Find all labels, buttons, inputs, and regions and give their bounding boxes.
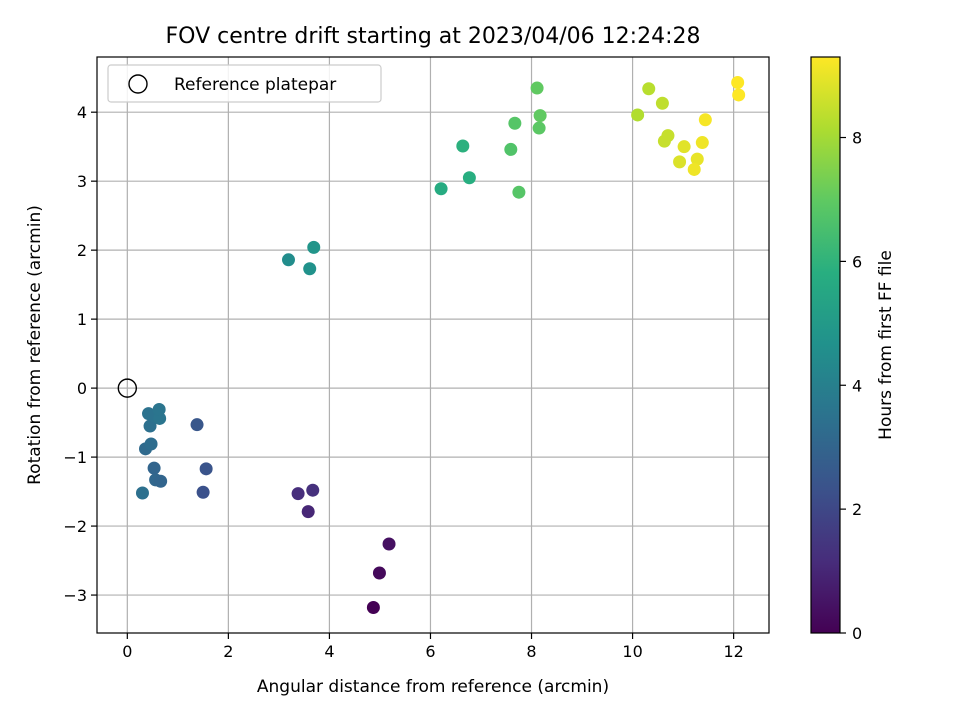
y-tick-label: 4 [77, 103, 87, 122]
grid-lines [97, 57, 769, 633]
y-tick-label: 3 [77, 172, 87, 191]
y-tick-label: −2 [63, 517, 87, 536]
data-point [677, 140, 691, 154]
x-tick-label: 8 [526, 642, 536, 661]
data-point [306, 483, 320, 497]
data-point [456, 139, 470, 153]
x-tick-label: 4 [324, 642, 334, 661]
data-point [533, 109, 547, 123]
data-point [303, 262, 317, 276]
colorbar-ticks: 0 2 4 6 8 [840, 129, 862, 643]
data-point [301, 505, 315, 519]
y-axis-label: Rotation from reference (arcmin) [25, 205, 45, 485]
data-point [434, 182, 448, 196]
data-point [281, 253, 295, 267]
y-tick-label: −1 [63, 448, 87, 467]
data-point [508, 116, 522, 130]
data-point [530, 81, 544, 95]
data-point [307, 240, 321, 254]
data-point [462, 171, 476, 185]
colorbar-label: Hours from first FF file [876, 250, 896, 440]
data-point [512, 185, 526, 199]
data-point [673, 155, 687, 169]
data-point [143, 419, 157, 433]
data-point [196, 485, 210, 499]
data-point [631, 108, 645, 122]
data-point [687, 162, 701, 176]
data-point [382, 537, 396, 551]
x-tick-label: 10 [622, 642, 642, 661]
legend: Reference platepar [107, 64, 382, 103]
colorbar-tick-label: 0 [852, 624, 862, 643]
y-tick-label: 2 [77, 241, 87, 260]
x-axis-label: Angular distance from reference (arcmin) [257, 677, 609, 697]
x-tick-label: 6 [425, 642, 435, 661]
colorbar-tick-label: 6 [852, 252, 862, 271]
data-point [731, 76, 745, 90]
data-point [147, 461, 161, 475]
y-tick-label: 1 [77, 310, 87, 329]
data-point [642, 82, 656, 96]
colorbar-gradient [810, 56, 841, 634]
data-point [291, 487, 305, 501]
y-tick-label: 0 [77, 379, 87, 398]
data-point [695, 136, 709, 150]
legend-marker-icon [128, 74, 148, 94]
data-point [657, 134, 671, 148]
data-point [144, 437, 158, 451]
colorbar-tick-label: 2 [852, 500, 862, 519]
data-points [135, 76, 746, 614]
data-point [698, 113, 712, 127]
y-axis-ticks: −3 −2 −1 0 1 2 3 4 [63, 103, 97, 605]
data-point [372, 566, 386, 580]
plot-frame [96, 56, 770, 634]
legend-label: Reference platepar [174, 75, 336, 95]
colorbar-tick-label: 4 [852, 376, 862, 395]
data-point [532, 121, 546, 135]
x-tick-label: 12 [723, 642, 743, 661]
colorbar-tick-label: 8 [852, 129, 862, 148]
data-point [190, 418, 204, 432]
chart-title: FOV centre drift starting at 2023/04/06 … [166, 24, 701, 49]
colorbar: 0 2 4 6 8 Hours from first FF file [810, 56, 896, 643]
data-point [366, 600, 380, 614]
legend-box [107, 64, 382, 103]
x-axis-ticks: 0 2 4 6 8 10 12 [122, 633, 744, 661]
x-tick-label: 0 [122, 642, 132, 661]
y-tick-label: −3 [63, 586, 87, 605]
data-point [732, 88, 746, 102]
data-point [504, 142, 518, 156]
data-point [154, 474, 168, 488]
data-point [152, 402, 166, 416]
data-point [199, 462, 213, 476]
reference-marker [117, 378, 138, 398]
x-tick-label: 2 [223, 642, 233, 661]
data-point [655, 96, 669, 110]
data-point [135, 486, 149, 500]
data-point [690, 152, 704, 166]
